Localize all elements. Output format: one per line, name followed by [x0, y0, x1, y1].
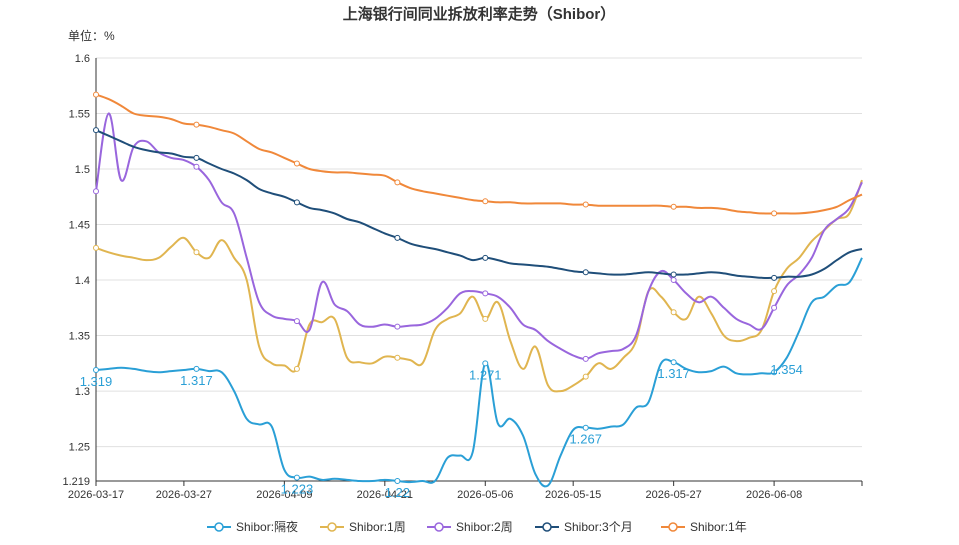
series-0-data-label: 1.271 — [469, 367, 502, 382]
y-tick-label: 1.45 — [69, 220, 90, 232]
unit-label: 单位：% — [68, 28, 115, 43]
series-1-point[interactable] — [482, 315, 489, 322]
series-1-point[interactable] — [293, 365, 300, 372]
series-2-line — [95, 112, 863, 360]
series-1-point[interactable] — [771, 288, 778, 295]
x-tick-label: 2026-03-17 — [68, 489, 124, 501]
y-tick-label: 1.35 — [69, 331, 90, 343]
series-0-point[interactable] — [93, 366, 99, 373]
series-3-point[interactable] — [482, 254, 489, 261]
series-2-point[interactable] — [482, 290, 489, 297]
y-tick-label: 1.5 — [75, 164, 90, 176]
x-tick-label: 2026-05-15 — [545, 489, 601, 501]
series-0-data-label: 1.354 — [770, 362, 803, 377]
series-4-point[interactable] — [93, 91, 99, 98]
series-3-point[interactable] — [771, 274, 778, 281]
series-1-point[interactable] — [193, 249, 200, 256]
series-0-point[interactable] — [293, 474, 300, 481]
legend-label: Shibor:2周 — [456, 520, 513, 534]
series-3-point[interactable] — [193, 154, 200, 161]
series-1-point[interactable] — [394, 354, 401, 361]
series-1-point[interactable] — [582, 373, 589, 380]
series-0-point[interactable] — [582, 424, 589, 431]
chart-title: 上海银行间同业拆放利率走势（Shibor） — [343, 5, 616, 23]
series-0-line — [95, 257, 863, 488]
series-2-point[interactable] — [293, 318, 300, 325]
y-tick-label: 1.25 — [69, 442, 90, 454]
y-tick-label: 1.3 — [75, 386, 90, 398]
y-tick-label: 1.6 — [75, 53, 90, 65]
series-0-data-label: 1.223 — [281, 482, 314, 497]
y-tick-label: 1.4 — [75, 275, 90, 287]
x-tick-label: 2026-06-08 — [746, 489, 802, 501]
series-3-line — [95, 129, 863, 279]
series-0-point[interactable] — [193, 365, 200, 372]
series-4-line — [95, 93, 863, 215]
series-0-data-label: 1.22 — [385, 485, 410, 500]
y-tick-label: 1.219 — [62, 476, 90, 488]
series-0-point[interactable] — [670, 359, 677, 366]
legend-label: Shibor:1周 — [349, 520, 406, 534]
legend-label: Shibor:1年 — [690, 520, 747, 534]
series-3-point[interactable] — [582, 269, 589, 276]
series-4-point[interactable] — [582, 201, 589, 208]
legend-label: Shibor:隔夜 — [236, 519, 298, 534]
x-tick-label: 2026-04-09 — [256, 489, 312, 501]
series-2-point[interactable] — [670, 277, 677, 284]
x-tick-label: 2026-03-27 — [156, 489, 212, 501]
series-2-point[interactable] — [771, 304, 778, 311]
series-3-point[interactable] — [93, 127, 99, 134]
legend-item-2[interactable]: Shibor:2周 — [427, 520, 513, 534]
series-0-data-label: 1.319 — [80, 374, 113, 389]
series-1-point[interactable] — [670, 309, 677, 316]
series-4-point[interactable] — [193, 121, 200, 128]
series-2-point[interactable] — [582, 355, 589, 362]
series-4-point[interactable] — [482, 198, 489, 205]
series-4-point[interactable] — [670, 203, 677, 210]
x-tick-label: 2026-04-21 — [357, 489, 413, 501]
series-4-point[interactable] — [771, 210, 778, 217]
legend-item-4[interactable]: Shibor:1年 — [661, 520, 747, 534]
legend-item-1[interactable]: Shibor:1周 — [320, 520, 406, 534]
series-2-point[interactable] — [193, 163, 200, 170]
series-0-point[interactable] — [482, 360, 489, 367]
series-lines — [93, 91, 863, 488]
legend-label: Shibor:3个月 — [564, 520, 633, 534]
series-1-point[interactable] — [93, 244, 99, 251]
series-2-point[interactable] — [394, 323, 401, 330]
series-0-data-label: 1.267 — [569, 432, 602, 447]
series-0-data-label: 1.317 — [180, 373, 213, 388]
axes: 1.61.551.51.451.41.351.31.251.2192026-03… — [62, 53, 863, 501]
legend-item-3[interactable]: Shibor:3个月 — [535, 520, 633, 534]
series-3-point[interactable] — [670, 271, 677, 278]
legend[interactable]: Shibor:隔夜 Shibor:1周 Shibor:2周 Shibor:3个月 Shi… — [207, 519, 747, 534]
legend-marker-swatch — [214, 522, 224, 532]
series-3-point[interactable] — [293, 199, 300, 206]
data-labels: 1.319 1.317 1.223 1.22 1.271 1.267 1.317 1.354 — [80, 362, 803, 500]
series-0-point[interactable] — [394, 478, 401, 484]
legend-marker-swatch — [434, 522, 444, 532]
series-1-line — [95, 179, 863, 393]
series-4-point[interactable] — [293, 160, 300, 167]
legend-marker-swatch — [542, 522, 552, 532]
series-2-point[interactable] — [93, 188, 99, 195]
grid-lines — [96, 57, 862, 448]
legend-item-0[interactable]: Shibor:隔夜 — [207, 519, 298, 534]
x-tick-label: 2026-05-27 — [645, 489, 701, 501]
series-0-data-label: 1.317 — [657, 366, 690, 381]
series-3-point[interactable] — [394, 234, 401, 241]
series-4-point[interactable] — [394, 179, 401, 186]
legend-marker-swatch — [327, 522, 337, 532]
x-tick-label: 2026-05-06 — [457, 489, 513, 501]
legend-marker-swatch — [668, 522, 678, 532]
y-tick-label: 1.55 — [69, 109, 90, 121]
series-0-point[interactable] — [771, 369, 778, 376]
